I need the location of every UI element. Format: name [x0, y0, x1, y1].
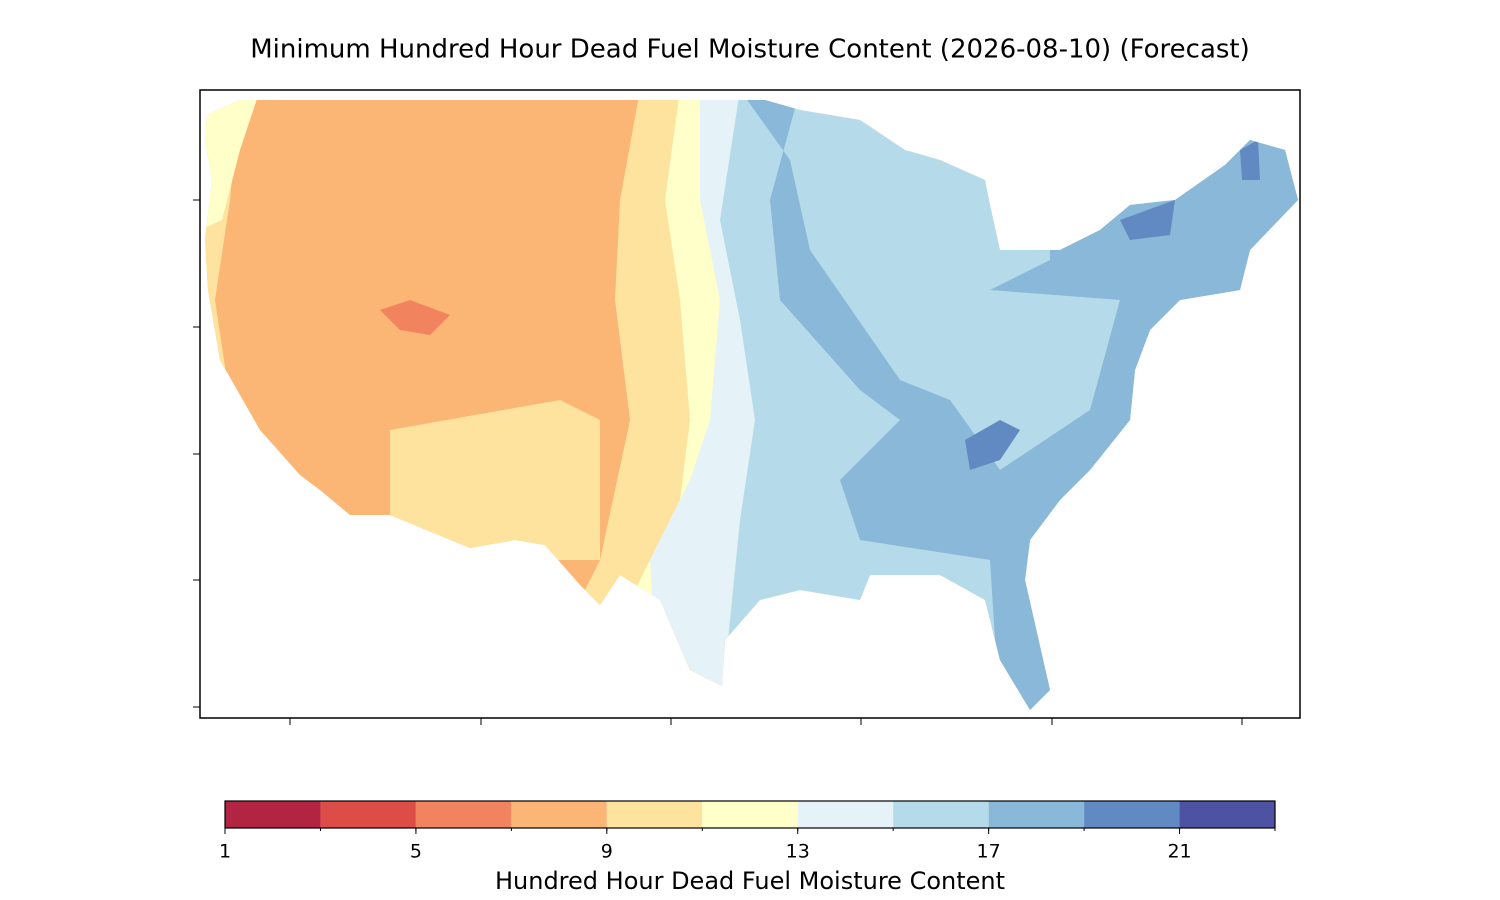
colorbar-swatch [797, 801, 894, 828]
colorbar-swatch [988, 801, 1085, 828]
colorbar-tick-label: 5 [410, 841, 422, 863]
colorbar-swatch [702, 801, 798, 828]
colorbar-tick-label: 21 [1167, 841, 1191, 863]
colorbar-label: Hundred Hour Dead Fuel Moisture Content [495, 867, 1005, 895]
colorbar-swatch [320, 801, 416, 828]
colorbar-tick-label: 1 [219, 841, 231, 863]
colorbar-swatch [511, 801, 607, 828]
colorbar-swatch [1084, 801, 1180, 828]
region [380, 300, 450, 335]
region [390, 400, 600, 560]
colorbar-frame [224, 800, 1276, 829]
colorbar-swatch [225, 801, 321, 828]
region [1240, 140, 1260, 180]
map-title: Minimum Hundred Hour Dead Fuel Moisture … [250, 35, 1250, 65]
colorbar-swatch [1179, 801, 1275, 828]
colorbar-tick-label: 9 [601, 841, 613, 863]
colorbar-swatch [415, 801, 512, 828]
region [965, 420, 1020, 470]
region [560, 100, 700, 620]
colorbar-swatch [893, 801, 989, 828]
map-frame [199, 89, 1301, 719]
colorbar-swatch [606, 801, 703, 828]
region [1120, 200, 1175, 240]
region [205, 100, 260, 230]
colorbar: 1 5 9 13 17 21 [219, 800, 1276, 863]
map-fill [205, 100, 1298, 710]
colorbar-tick-label: 13 [786, 841, 810, 863]
axis-ticks [193, 199, 1243, 725]
colorbar-tick-label: 17 [977, 841, 1001, 863]
